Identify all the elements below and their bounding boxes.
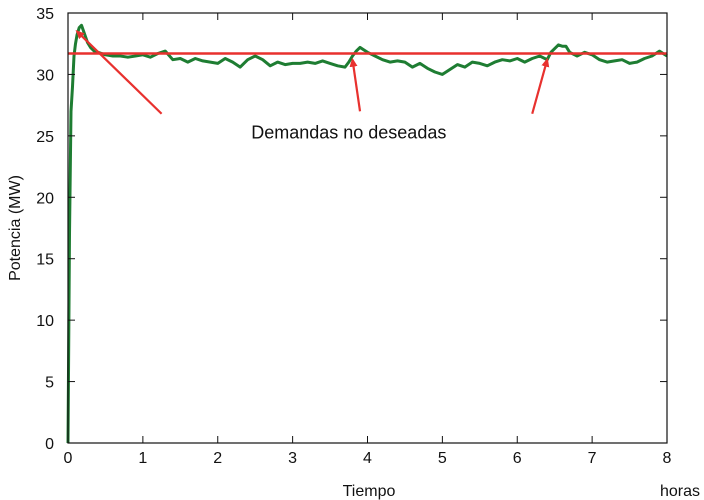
x-tick-label: 2 <box>213 450 222 467</box>
x-tick-label: 7 <box>588 450 597 467</box>
y-tick-label: 20 <box>36 190 54 207</box>
x-tick-label: 6 <box>513 450 522 467</box>
x-tick-label: 0 <box>64 450 73 467</box>
y-tick-label: 15 <box>36 252 54 269</box>
ticks-layer: 0 1 2 3 4 5 6 7 8 0 5 10 15 20 25 30 35 <box>36 6 671 467</box>
y-tick-label: 30 <box>36 67 54 84</box>
y-tick-label: 0 <box>45 436 54 453</box>
annotation-arrow <box>531 57 550 115</box>
y-tick-label: 25 <box>36 129 54 146</box>
x-tick-label: 1 <box>138 450 147 467</box>
annotation-layer: Demandas no deseadas <box>75 30 550 142</box>
y-tick-label: 35 <box>36 6 54 23</box>
plot-frame <box>67 12 668 444</box>
y-tick-label: 10 <box>36 313 54 330</box>
x-axis-title: Tiempo <box>343 483 396 500</box>
y-tick-label: 5 <box>45 375 54 392</box>
y-axis-title: Potencia (MW) <box>7 175 24 281</box>
annotation-arrow <box>75 30 163 115</box>
x-tick-label: 3 <box>288 450 297 467</box>
x-tick-label: 4 <box>363 450 372 467</box>
series-line-power <box>66 23 668 444</box>
x-axis-unit: horas <box>660 483 700 500</box>
series-layer <box>66 23 668 444</box>
annotation-arrow <box>349 57 362 112</box>
x-tick-label: 5 <box>438 450 447 467</box>
x-tick-label: 8 <box>663 450 672 467</box>
annotation-label: Demandas no deseadas <box>251 122 446 142</box>
